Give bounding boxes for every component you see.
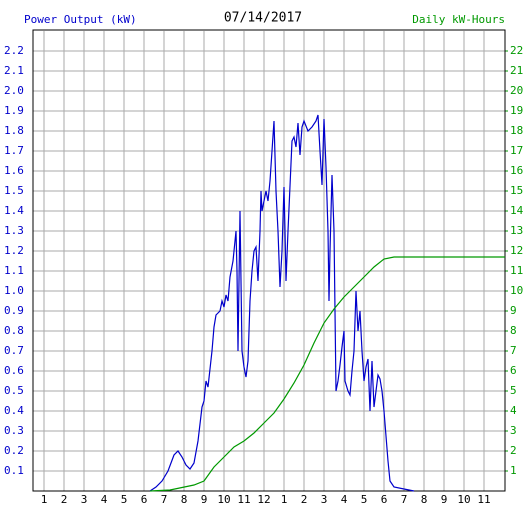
y2-tick-label: 11 — [510, 264, 523, 277]
y-tick-label: 0.5 — [4, 384, 24, 397]
y-tick-label: 0.9 — [4, 304, 24, 317]
y2-tick-label: 7 — [510, 344, 517, 357]
y2-tick-label: 19 — [510, 104, 523, 117]
y-tick-label: 0.3 — [4, 424, 24, 437]
y2-tick-label: 9 — [510, 304, 517, 317]
y-tick-label: 1.1 — [4, 264, 24, 277]
x-tick-label: 8 — [181, 493, 188, 506]
y2-tick-label: 22 — [510, 44, 523, 57]
y2-tick-label: 10 — [510, 284, 523, 297]
x-tick-label: 12 — [257, 493, 270, 506]
x-tick-label: 2 — [61, 493, 68, 506]
y-tick-label: 0.2 — [4, 444, 24, 457]
y2-tick-label: 1 — [510, 464, 517, 477]
y2-tick-label: 20 — [510, 84, 523, 97]
y-tick-label: 1.5 — [4, 184, 24, 197]
y2-tick-label: 21 — [510, 64, 523, 77]
y2-axis-title: Daily kW-Hours — [412, 13, 505, 26]
y2-tick-label: 2 — [510, 444, 517, 457]
x-tick-label: 4 — [341, 493, 348, 506]
x-tick-label: 1 — [281, 493, 288, 506]
y2-tick-label: 15 — [510, 184, 523, 197]
x-tick-label: 7 — [161, 493, 168, 506]
x-tick-label: 10 — [457, 493, 470, 506]
x-tick-label: 6 — [141, 493, 148, 506]
y-tick-label: 0.1 — [4, 464, 24, 477]
y-tick-label: 2.2 — [4, 44, 24, 57]
x-tick-label: 8 — [421, 493, 428, 506]
y-tick-label: 1.2 — [4, 244, 24, 257]
x-tick-label: 4 — [101, 493, 108, 506]
y2-tick-label: 3 — [510, 424, 517, 437]
x-tick-label: 11 — [477, 493, 490, 506]
y2-tick-label: 12 — [510, 244, 523, 257]
plot-border — [32, 29, 506, 492]
y2-tick-label: 18 — [510, 124, 523, 137]
x-tick-label: 7 — [401, 493, 408, 506]
x-tick-label: 6 — [381, 493, 388, 506]
y-tick-label: 2.1 — [4, 64, 24, 77]
y-tick-label: 2.0 — [4, 84, 24, 97]
y-axis-title: Power Output (kW) — [24, 13, 137, 26]
y-tick-label: 1.0 — [4, 284, 24, 297]
x-tick-label: 9 — [441, 493, 448, 506]
x-tick-label: 3 — [321, 493, 328, 506]
y2-tick-label: 6 — [510, 364, 517, 377]
series-line — [149, 114, 415, 492]
x-tick-label: 3 — [81, 493, 88, 506]
y-tick-label: 0.4 — [4, 404, 24, 417]
x-tick-label: 5 — [361, 493, 368, 506]
x-tick-label: 1 — [41, 493, 48, 506]
y-tick-label: 1.6 — [4, 164, 24, 177]
x-tick-label: 11 — [237, 493, 250, 506]
y2-tick-label: 14 — [510, 204, 524, 217]
chart-title: 07/14/2017 — [224, 11, 302, 26]
y-tick-label: 0.8 — [4, 324, 24, 337]
x-tick-label: 5 — [121, 493, 128, 506]
y2-tick-label: 8 — [510, 324, 517, 337]
y-tick-label: 1.7 — [4, 144, 24, 157]
y-tick-label: 1.4 — [4, 204, 24, 217]
y2-tick-label: 5 — [510, 384, 517, 397]
y2-tick-label: 16 — [510, 164, 523, 177]
y-tick-label: 1.3 — [4, 224, 24, 237]
y-tick-label: 0.6 — [4, 364, 24, 377]
y-tick-label: 1.8 — [4, 124, 24, 137]
x-tick-label: 9 — [201, 493, 208, 506]
x-tick-label: 2 — [301, 493, 308, 506]
x-tick-label: 10 — [217, 493, 230, 506]
y2-tick-label: 4 — [510, 404, 517, 417]
y-tick-label: 0.7 — [4, 344, 24, 357]
y-tick-label: 1.9 — [4, 104, 24, 117]
y2-tick-label: 17 — [510, 144, 523, 157]
y2-tick-label: 13 — [510, 224, 523, 237]
series-line — [149, 256, 505, 492]
